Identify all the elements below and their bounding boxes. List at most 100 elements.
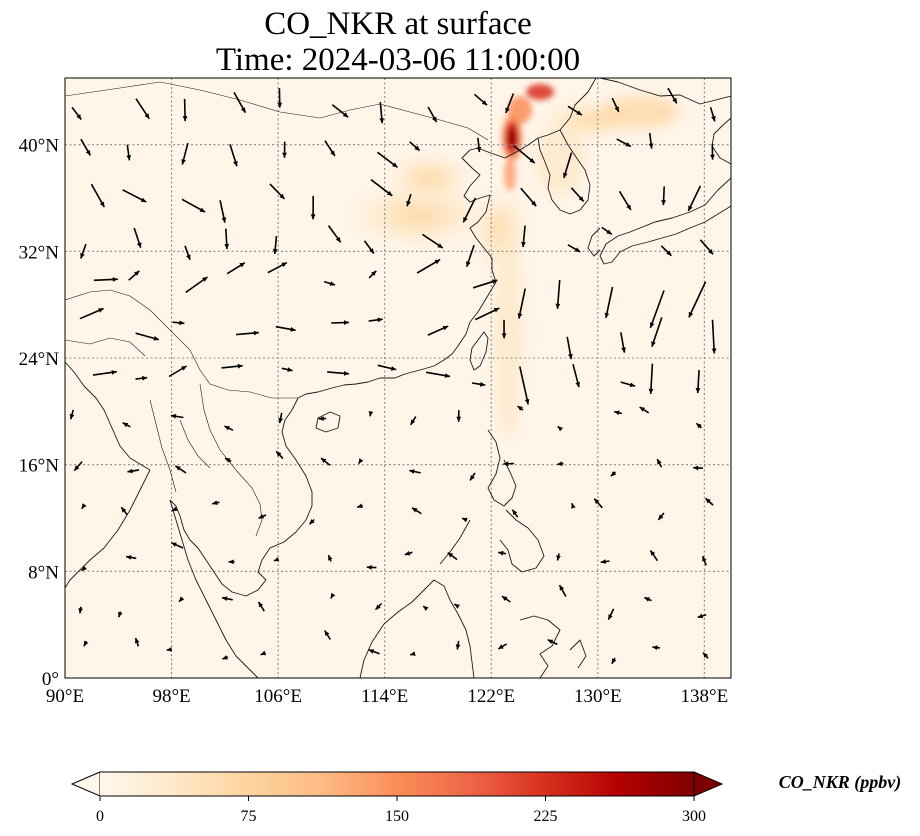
wind-vector-head xyxy=(118,611,123,618)
wind-vector-head xyxy=(318,416,324,421)
wind-vector-head xyxy=(170,413,177,419)
wind-vector-head xyxy=(559,585,565,591)
wind-vector-head xyxy=(625,142,631,147)
wind-vector-head xyxy=(276,451,282,457)
wind-vector-head xyxy=(112,277,118,282)
wind-vector-head xyxy=(221,217,227,223)
latitude-labels: 0° 8°N 16°N 24°N 32°N 40°N xyxy=(19,136,60,690)
wind-vector-head xyxy=(651,341,656,347)
wind-vector-head xyxy=(140,197,147,202)
wind-vector xyxy=(519,366,529,405)
wind-vector-head xyxy=(493,308,500,313)
wind-vector-head xyxy=(455,644,461,650)
wind-vector-head xyxy=(202,277,208,282)
wind-vector-head xyxy=(377,317,383,323)
title-line-2: Time: 2024-03-06 11:00:00 xyxy=(216,42,580,78)
lon-tick-label: 114°E xyxy=(361,686,408,707)
wind-vector-head xyxy=(498,550,504,556)
lat-tick-label: 8°N xyxy=(28,562,59,583)
wind-vector xyxy=(649,290,665,329)
wind-vector-head xyxy=(321,458,327,463)
wind-vector-head xyxy=(98,308,104,313)
wind-vector-head xyxy=(657,459,662,465)
wind-vector-head xyxy=(175,465,181,471)
wind-vector-head xyxy=(237,363,243,369)
wind-vector-head xyxy=(258,601,264,608)
wind-vector-head xyxy=(281,262,287,267)
hotspot-liaoning-north xyxy=(508,96,532,124)
wind-vector-head xyxy=(328,555,333,561)
wind-vector-head xyxy=(594,498,600,504)
wind-vector-head xyxy=(290,327,296,332)
wind-vector-head xyxy=(258,514,265,519)
wind-vector-head xyxy=(392,162,398,168)
wind-vector-head xyxy=(644,597,650,602)
wind-vector-head xyxy=(78,608,83,614)
longitude-labels: 90°E 98°E 106°E 114°E 122°E 130°E 138°E xyxy=(46,686,728,707)
map-panel xyxy=(65,78,731,678)
wind-vector-head xyxy=(578,196,584,202)
wind-vector-head xyxy=(696,423,702,429)
wind-vectors xyxy=(69,87,717,665)
wind-vector-head xyxy=(604,312,610,319)
wind-vector-head xyxy=(498,644,504,649)
wind-vector-head xyxy=(179,596,185,602)
wind-vector-head xyxy=(454,604,460,609)
wind-vector-head xyxy=(366,565,372,570)
plume-manchuria-east xyxy=(600,96,680,128)
wind-vector-head xyxy=(212,500,218,505)
wind-vector-head xyxy=(406,200,411,207)
wind-vector-head xyxy=(661,200,666,206)
wind-vector-head xyxy=(521,241,526,248)
co-concentration-field xyxy=(343,84,680,440)
wind-vector-head xyxy=(517,406,523,411)
wind-vector-head xyxy=(606,229,612,235)
coastlines xyxy=(65,78,731,678)
lon-tick-label: 90°E xyxy=(46,686,84,707)
plume-korea xyxy=(535,125,585,195)
border-china-south xyxy=(65,289,298,399)
lon-tick-label: 122°E xyxy=(467,686,515,707)
wind-vector-head xyxy=(222,655,228,660)
wind-vector-head xyxy=(512,509,518,516)
lat-tick-label: 16°N xyxy=(19,456,60,477)
wind-vector-head xyxy=(432,116,437,123)
wind-vector-head xyxy=(122,422,129,428)
colorbar-extend-min xyxy=(70,771,101,797)
wind-vector-head xyxy=(329,281,336,286)
hotspot-liaoning xyxy=(500,110,524,166)
wind-vector-head xyxy=(470,475,475,481)
wind-vector-head xyxy=(181,366,187,371)
wind-vector-head xyxy=(225,458,231,463)
wind-vector-head xyxy=(688,311,694,318)
wind-vector-head xyxy=(626,204,631,210)
lat-tick-label: 32°N xyxy=(19,242,60,263)
wind-vector-head xyxy=(228,559,234,565)
wind-vector-head xyxy=(611,658,617,664)
coast-sulawesi xyxy=(519,615,587,678)
wind-vector-head xyxy=(456,416,462,422)
wind-vector-head xyxy=(481,100,488,106)
wind-vector-head xyxy=(434,259,441,265)
wind-vector-head xyxy=(358,458,364,464)
wind-vector-head xyxy=(672,97,677,104)
wind-vector-head xyxy=(253,330,259,336)
wind-vector-head xyxy=(556,555,561,561)
border-himalaya xyxy=(65,337,146,357)
wind-vector-head xyxy=(610,471,617,477)
wind-vector-head xyxy=(144,113,150,119)
plume-north-china-upper xyxy=(385,150,475,206)
wind-vector-head xyxy=(614,106,619,112)
lon-tick-label: 106°E xyxy=(254,686,302,707)
wind-vector-head xyxy=(524,399,530,405)
wind-vector-head xyxy=(575,381,580,388)
wind-vector xyxy=(711,319,716,354)
wind-vector-head xyxy=(343,371,349,376)
wind-vector-head xyxy=(410,651,416,656)
wind-vector xyxy=(651,317,663,348)
wind-vector-head xyxy=(705,498,711,504)
wind-vector-head xyxy=(476,146,482,153)
wind-vector-head xyxy=(629,382,636,388)
wind-vector-head xyxy=(447,552,454,558)
wind-vector-head xyxy=(711,115,716,122)
